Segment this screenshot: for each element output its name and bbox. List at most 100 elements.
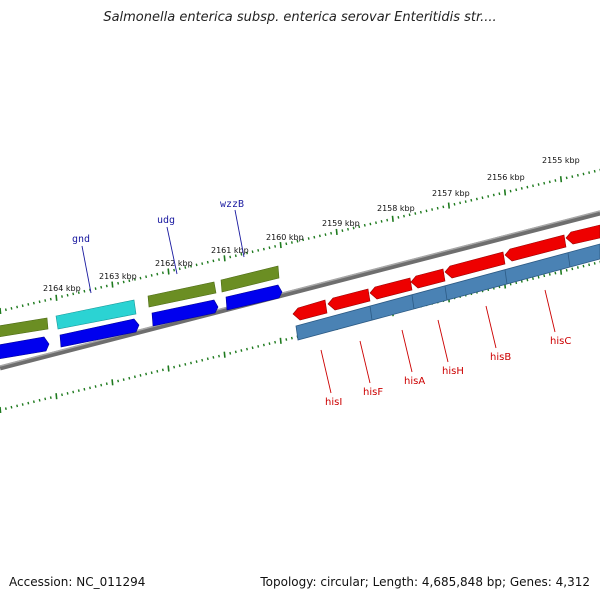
gene-label-gnd[interactable]: gnd: [72, 234, 90, 245]
coordinate-label: 2156 kbp: [487, 173, 525, 182]
minor-tick: [436, 206, 439, 210]
gene-feature-olive[interactable]: [0, 317, 49, 337]
coordinate-label: 2159 kbp: [322, 219, 360, 228]
coordinate-label: 2155 kbp: [542, 156, 580, 165]
minor-tick: [290, 241, 293, 244]
gene-label-hisC[interactable]: hisC: [550, 336, 571, 347]
minor-tick: [173, 268, 176, 272]
minor-tick: [83, 387, 86, 391]
minor-tick: [32, 301, 35, 305]
minor-tick: [27, 303, 30, 306]
gene-feature-olive[interactable]: [220, 265, 280, 293]
gene-label-wzzB[interactable]: wzzB: [220, 199, 244, 210]
gene-label-hisA[interactable]: hisA: [404, 376, 425, 387]
gene-label-hisF[interactable]: hisF: [363, 387, 383, 398]
minor-tick: [72, 390, 75, 394]
minor-tick: [4, 308, 7, 312]
gene-feature-red[interactable]: [292, 299, 328, 321]
gene-feature-cyan[interactable]: [55, 299, 137, 330]
minor-tick: [16, 404, 19, 408]
gene-label-udg[interactable]: udg: [157, 215, 175, 226]
minor-tick: [285, 338, 288, 341]
major-tick: [167, 365, 170, 372]
gene-label-hisI[interactable]: hisI: [325, 397, 342, 408]
gene-feature-red[interactable]: [565, 224, 600, 245]
gene-feature-steel-strip[interactable]: [295, 243, 600, 341]
major-tick: [55, 294, 58, 301]
gene-feature-red[interactable]: [444, 251, 506, 279]
minor-tick: [268, 246, 271, 250]
coordinate-label: 2157 kbp: [432, 189, 470, 198]
minor-tick: [318, 234, 321, 238]
minor-tick: [358, 225, 361, 229]
minor-tick: [150, 274, 153, 277]
major-tick: [0, 307, 2, 315]
minor-tick: [324, 233, 327, 236]
minor-tick: [156, 272, 159, 276]
minor-tick: [44, 299, 47, 302]
major-tick: [167, 268, 170, 275]
major-tick: [447, 202, 450, 209]
major-tick: [279, 337, 282, 344]
minor-tick: [61, 393, 63, 397]
gene-label-hisB[interactable]: hisB: [490, 352, 511, 363]
minor-tick: [38, 300, 41, 304]
minor-tick: [178, 267, 181, 271]
minor-tick: [526, 185, 529, 189]
minor-tick: [212, 259, 215, 263]
minor-tick: [537, 275, 540, 279]
minor-tick: [481, 196, 484, 200]
minor-tick: [21, 403, 24, 406]
gene-feature-red[interactable]: [504, 234, 567, 262]
minor-tick: [139, 276, 142, 280]
major-tick: [111, 281, 114, 288]
label-leader-line: [320, 349, 332, 394]
gene-feature-red[interactable]: [410, 268, 446, 289]
minor-tick: [453, 202, 456, 206]
coordinate-label: 2161 kbp: [211, 246, 249, 255]
minor-tick: [100, 285, 103, 289]
minor-tick: [274, 245, 277, 248]
minor-tick: [431, 208, 434, 211]
major-tick: [559, 176, 563, 183]
minor-tick: [588, 263, 591, 267]
gene-feature-red[interactable]: [369, 277, 413, 300]
coordinate-label: 2163 kbp: [99, 272, 137, 281]
minor-tick: [234, 254, 237, 258]
minor-tick: [184, 266, 187, 269]
minor-tick: [414, 212, 417, 215]
minor-tick: [274, 340, 277, 344]
minor-tick: [145, 372, 148, 376]
gene-feature-olive[interactable]: [147, 281, 217, 308]
minor-tick: [369, 222, 372, 226]
minor-tick: [161, 368, 164, 372]
gene-feature-blue[interactable]: [59, 318, 140, 348]
minor-tick: [403, 214, 405, 218]
minor-tick: [257, 345, 260, 348]
minor-tick: [234, 350, 237, 354]
minor-tick: [201, 262, 204, 265]
coordinate-label: 2164 kbp: [43, 284, 81, 293]
minor-tick: [475, 197, 478, 201]
major-tick: [391, 215, 394, 222]
minor-tick: [520, 280, 523, 283]
minor-tick: [520, 187, 523, 190]
minor-tick: [4, 407, 7, 410]
gene-feature-blue[interactable]: [225, 284, 283, 311]
minor-tick: [576, 266, 579, 269]
minor-tick: [268, 342, 271, 345]
gene-feature-red[interactable]: [327, 288, 371, 311]
gene-feature-blue[interactable]: [151, 299, 219, 327]
minor-tick: [32, 400, 35, 404]
minor-tick: [251, 346, 254, 350]
minor-tick: [218, 258, 220, 261]
genome-backbone-highlight: [0, 210, 600, 367]
minor-tick: [195, 360, 198, 363]
minor-tick: [296, 239, 299, 243]
minor-tick: [380, 220, 383, 223]
minor-tick: [105, 382, 108, 386]
gene-label-hisH[interactable]: hisH: [442, 366, 464, 377]
gene-feature-blue[interactable]: [0, 336, 50, 359]
minor-tick: [246, 347, 248, 351]
